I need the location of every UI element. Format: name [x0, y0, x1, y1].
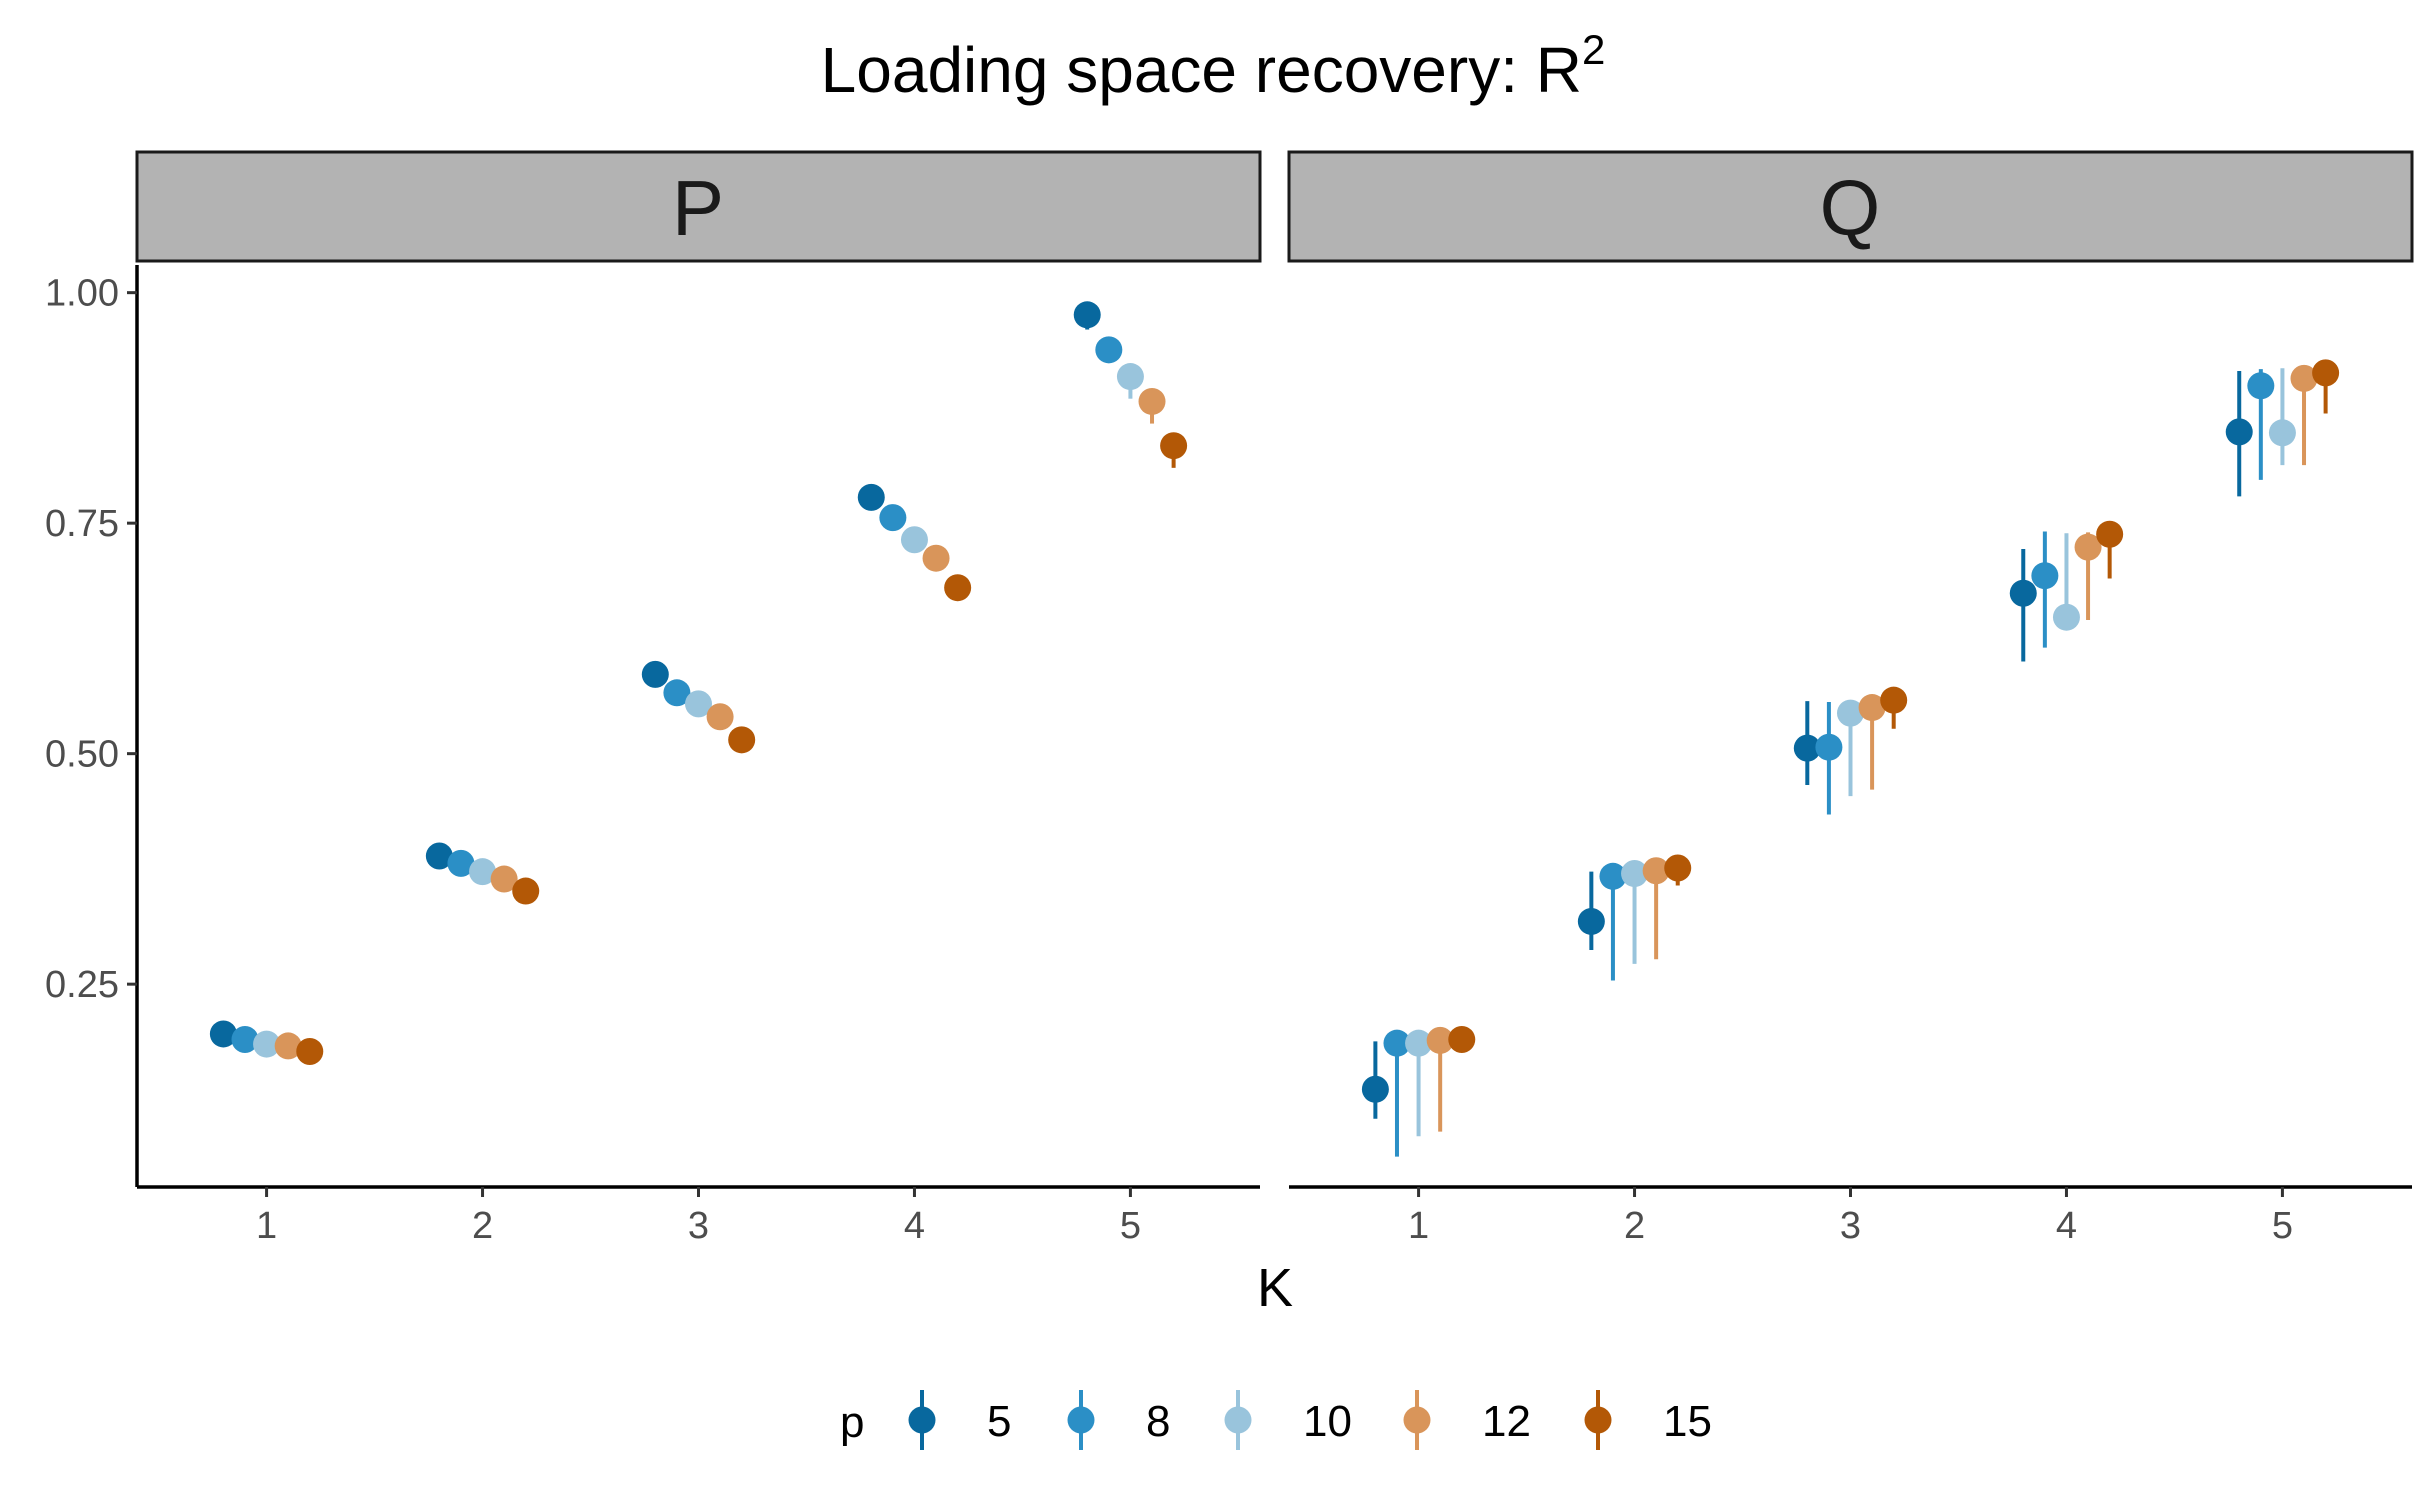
x-tick-label: 2	[472, 1205, 493, 1247]
data-point	[2225, 418, 2253, 446]
data-point	[2290, 364, 2318, 392]
strip-label-q: Q	[1820, 164, 1881, 252]
data-point	[2096, 520, 2124, 548]
data-point	[641, 660, 669, 688]
data-point	[706, 703, 734, 731]
data-point	[2009, 579, 2037, 607]
data-point	[1073, 301, 1101, 329]
x-tick-label: 5	[1120, 1205, 1141, 1247]
data-point	[490, 865, 518, 893]
data-point	[663, 679, 691, 707]
data-point	[2052, 603, 2080, 631]
data-point	[1426, 1026, 1454, 1054]
y-tick-label: 0.50	[45, 734, 119, 776]
data-point	[2031, 562, 2059, 590]
data-point	[447, 849, 475, 877]
panel-p: P	[135, 150, 1262, 1065]
legend-label: 10	[1303, 1397, 1352, 1446]
chart-title: Loading space recovery: R2	[821, 26, 1606, 106]
data-point	[1448, 1025, 1476, 1053]
marks-q	[1361, 359, 2340, 1157]
x-tick-label: 1	[1408, 1205, 1429, 1247]
data-point	[857, 483, 885, 511]
data-point	[2247, 372, 2275, 400]
y-tick-label: 0.25	[45, 964, 119, 1006]
data-point	[1116, 363, 1144, 391]
legend: p 5 8 10 12 15	[840, 1390, 1712, 1450]
legend-title: p	[840, 1398, 864, 1447]
data-point	[1405, 1029, 1433, 1057]
data-point	[253, 1030, 281, 1058]
data-point	[1621, 860, 1649, 888]
data-point	[1361, 1075, 1389, 1103]
data-point	[1815, 733, 1843, 761]
panel-q: Q	[1287, 150, 2414, 1157]
data-point	[425, 842, 453, 870]
data-point	[512, 877, 540, 905]
data-point	[685, 690, 712, 718]
legend-label: 12	[1482, 1397, 1531, 1446]
legend-key-point	[1584, 1406, 1612, 1434]
data-point	[1793, 734, 1821, 762]
data-point	[879, 504, 907, 532]
data-point	[469, 858, 497, 886]
strip-label-p: P	[672, 164, 724, 252]
legend-key-point	[1224, 1406, 1252, 1434]
data-point	[1837, 699, 1864, 727]
data-point	[231, 1025, 259, 1053]
x-tick-label: 4	[904, 1205, 925, 1247]
data-point	[274, 1032, 302, 1060]
strip-q	[1287, 150, 2414, 263]
data-point	[2268, 419, 2296, 447]
data-point	[728, 726, 756, 754]
legend-label: 8	[1146, 1397, 1170, 1446]
data-point	[1599, 862, 1627, 890]
x-tick-label: 1	[256, 1205, 277, 1247]
legend-label: 5	[987, 1397, 1011, 1446]
legend-key-point	[908, 1406, 936, 1434]
legend-key-point	[1067, 1406, 1095, 1434]
x-axis-title: K	[1257, 1258, 1293, 1318]
data-point	[1383, 1029, 1411, 1057]
data-point	[1880, 686, 1908, 714]
x-tick-label: 4	[2056, 1205, 2077, 1247]
data-point	[1858, 694, 1886, 722]
data-point	[1160, 432, 1188, 460]
data-point	[1138, 387, 1166, 415]
y-tick-label: 0.75	[45, 503, 119, 545]
axes: 0.25 0.50 0.75 1.00 1 2 3 4 5 1 2 3 4 5	[45, 265, 2412, 1247]
data-point	[944, 574, 972, 602]
x-tick-label: 3	[1840, 1205, 1861, 1247]
data-point	[900, 526, 928, 554]
marks-p	[209, 301, 1188, 1065]
data-point	[2074, 533, 2102, 561]
data-point	[296, 1037, 324, 1065]
data-point	[209, 1020, 237, 1048]
data-point	[1577, 907, 1605, 935]
x-tick-label: 2	[1624, 1205, 1645, 1247]
data-point	[2312, 359, 2340, 387]
data-point	[1642, 857, 1670, 885]
data-point	[922, 544, 950, 572]
x-tick-label: 3	[688, 1205, 709, 1247]
legend-key-point	[1403, 1406, 1431, 1434]
y-tick-label: 1.00	[45, 273, 119, 315]
x-tick-label: 5	[2272, 1205, 2293, 1247]
legend-label: 15	[1663, 1397, 1712, 1446]
data-point	[1664, 854, 1692, 882]
data-point	[1095, 336, 1123, 364]
strip-p	[135, 150, 1262, 263]
